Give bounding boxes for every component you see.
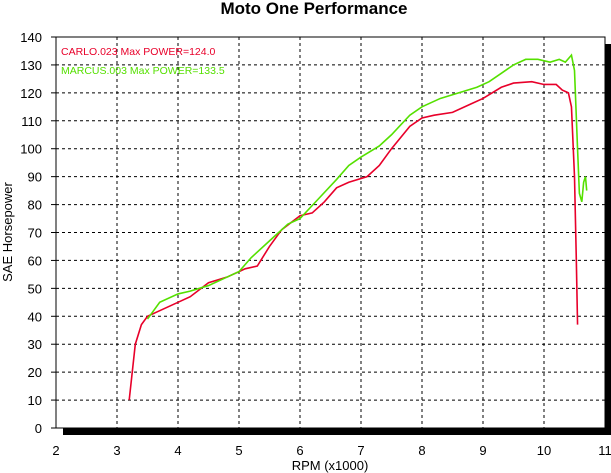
y-axis-label: SAE Horsepower: [0, 181, 15, 281]
tick-labels: 2 3 4 5 6 7 8 9 10 110102030405060708090100110120…: [20, 30, 611, 458]
y-tick-label: 90: [28, 170, 42, 185]
series-line-carlo-023: [128, 80, 579, 401]
y-tick-label: 20: [28, 365, 42, 380]
x-axis-label: RPM (x1000): [292, 458, 369, 473]
x-tick-label: 7: [357, 443, 364, 458]
y-tick-label: 40: [28, 309, 42, 324]
x-tick-label: 5: [235, 443, 242, 458]
series-line-marcus-003: [146, 53, 588, 320]
series-lines: [128, 53, 588, 401]
x-tick-label: 10: [537, 443, 551, 458]
y-tick-label: 110: [21, 114, 42, 129]
y-tick-label: 70: [28, 226, 42, 241]
x-tick-label: 9: [479, 443, 486, 458]
x-tick-label: 11: [598, 443, 611, 458]
legend: CARLO.023 Max POWER=124.0 MARCUS.003 Max …: [61, 46, 225, 77]
grid: [51, 36, 605, 429]
legend-entry: CARLO.023 Max POWER=124.0: [61, 46, 216, 58]
x-tick-label: 6: [296, 443, 303, 458]
x-tick-label: 3: [113, 443, 120, 458]
y-tick-label: 50: [28, 281, 42, 296]
y-tick-label: 120: [20, 86, 42, 101]
chart-title: Moto One Performance: [220, 0, 407, 18]
y-tick-label: 60: [28, 253, 42, 268]
x-tick-label: 4: [174, 443, 181, 458]
y-tick-label: 0: [35, 421, 42, 436]
y-tick-label: 100: [20, 142, 42, 157]
y-tick-label: 30: [28, 337, 42, 352]
y-tick-label: 130: [20, 58, 42, 73]
x-tick-label: 2: [52, 443, 59, 458]
legend-entry: MARCUS.003 Max POWER=133.5: [61, 65, 225, 77]
plot-area: [55, 36, 606, 429]
y-tick-label: 80: [28, 198, 42, 213]
y-tick-label: 140: [20, 30, 42, 45]
x-tick-label: 8: [418, 443, 425, 458]
y-tick-label: 10: [28, 393, 42, 408]
